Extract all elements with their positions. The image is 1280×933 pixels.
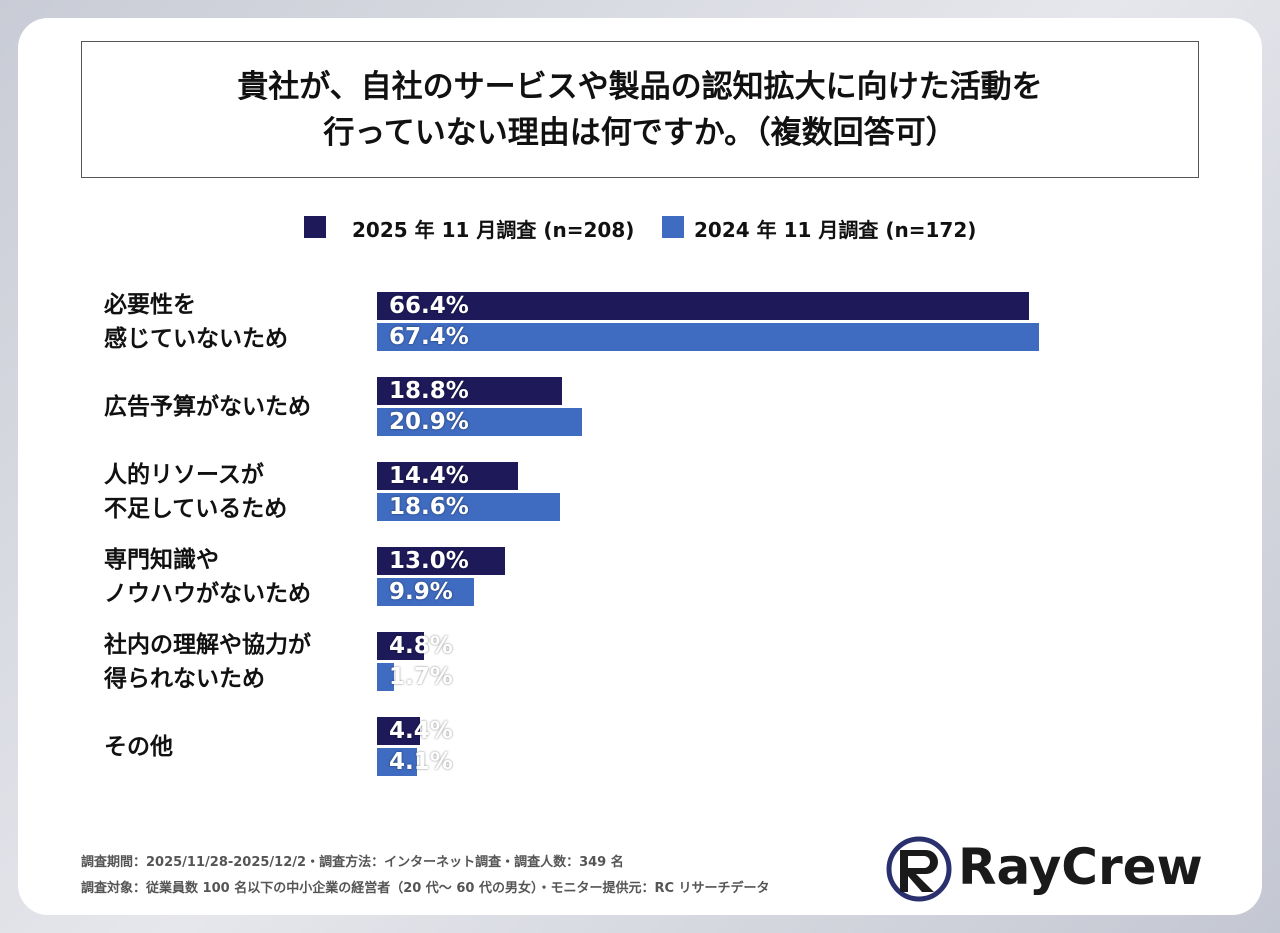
card	[18, 18, 1262, 915]
bar	[377, 292, 1030, 320]
footer-line: 調査期間：2025/11/28-2025/12/2・調査方法：インターネット調査…	[81, 855, 624, 870]
bar	[377, 547, 505, 575]
bar	[377, 578, 475, 606]
category-label: 広告予算がないため	[104, 393, 311, 420]
bar	[377, 717, 421, 745]
value-label: 67.4%	[389, 324, 469, 350]
value-label: 66.4%	[389, 293, 469, 319]
value-label: 18.8%	[389, 378, 469, 404]
bar	[377, 632, 425, 660]
category-label: 専門知識や ノウハウがないため	[104, 546, 311, 607]
bar	[377, 748, 418, 776]
bar	[377, 377, 562, 405]
logo-text: RayCrew	[958, 838, 1203, 896]
footer-line: 調査対象：従業員数 100 名以下の中小企業の経営者（20 代～ 60 代の男女…	[81, 881, 770, 896]
bar	[377, 493, 560, 521]
legend-swatch	[304, 216, 326, 238]
value-label: 4.4%	[389, 718, 453, 744]
category-label: 人的リソースが 不足しているため	[104, 461, 288, 522]
category-label: 必要性を 感じていないため	[104, 291, 288, 352]
bar	[377, 462, 519, 490]
category-label: 社内の理解や協力が 得られないため	[104, 631, 311, 692]
value-label: 1.7%	[389, 664, 453, 690]
legend-label: 2024 年 11 月調査 (n=172)	[694, 218, 977, 242]
value-label: 14.4%	[389, 463, 469, 489]
bar	[377, 408, 583, 436]
value-label: 18.6%	[389, 494, 469, 520]
value-label: 20.9%	[389, 409, 469, 435]
value-label: 13.0%	[389, 548, 469, 574]
logo-mark	[886, 836, 952, 902]
bar	[377, 323, 1039, 351]
category-label: その他	[104, 733, 173, 760]
value-label: 4.8%	[389, 633, 453, 659]
bar	[377, 663, 394, 691]
chart-title: 貴社が、自社のサービスや製品の認知拡大に向けた活動を 行っていない理由は何ですか…	[237, 68, 1043, 151]
value-label: 9.9%	[389, 579, 453, 605]
legend-swatch	[662, 216, 684, 238]
value-label: 4.1%	[389, 749, 453, 775]
legend-label: 2025 年 11 月調査 (n=208)	[352, 218, 635, 242]
title-box: 貴社が、自社のサービスや製品の認知拡大に向けた活動を 行っていない理由は何ですか…	[81, 41, 1199, 178]
